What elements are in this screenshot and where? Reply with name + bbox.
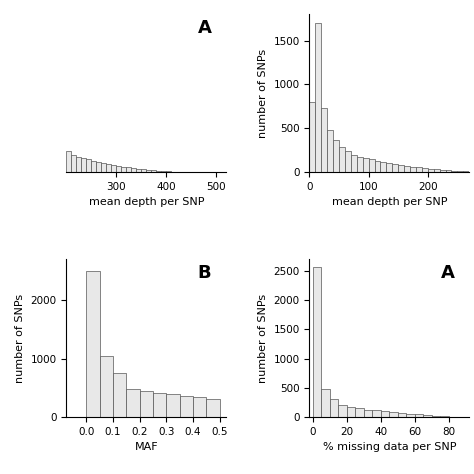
Bar — [137, 169, 141, 172]
Bar — [381, 162, 386, 172]
Bar — [113, 373, 126, 417]
Bar — [338, 404, 347, 417]
Bar — [452, 171, 457, 172]
Bar — [166, 394, 180, 417]
X-axis label: % missing data per SNP: % missing data per SNP — [323, 442, 456, 452]
Bar — [156, 171, 161, 172]
Bar — [161, 171, 166, 172]
Y-axis label: number of SNPs: number of SNPs — [258, 49, 268, 138]
Bar — [423, 415, 432, 417]
Bar — [140, 392, 153, 417]
Bar — [101, 163, 106, 172]
Bar — [333, 140, 339, 172]
Bar — [166, 171, 171, 172]
Bar — [364, 410, 372, 417]
Bar — [457, 171, 464, 172]
Bar — [82, 158, 86, 172]
Bar — [434, 169, 440, 172]
Bar — [76, 157, 82, 172]
Bar — [372, 410, 381, 417]
X-axis label: MAF: MAF — [135, 442, 158, 452]
Bar — [363, 158, 369, 172]
Bar — [428, 169, 434, 172]
Bar — [141, 169, 146, 172]
Bar — [321, 389, 330, 417]
Bar — [66, 151, 72, 172]
Bar — [389, 412, 398, 417]
Bar — [146, 170, 151, 172]
Bar — [193, 397, 206, 417]
Text: B: B — [198, 264, 211, 282]
Bar — [327, 130, 333, 172]
Bar — [356, 408, 364, 417]
Bar — [100, 356, 113, 417]
Bar — [404, 165, 410, 172]
Bar — [96, 162, 101, 172]
Bar — [106, 164, 111, 172]
Bar — [91, 161, 96, 172]
X-axis label: mean depth per SNP: mean depth per SNP — [332, 198, 447, 208]
Text: A: A — [198, 19, 211, 37]
Bar — [310, 102, 315, 172]
Bar — [357, 157, 363, 172]
Bar — [180, 396, 193, 417]
Bar — [330, 399, 338, 417]
Text: A: A — [440, 264, 455, 282]
Bar — [381, 411, 389, 417]
Bar — [116, 165, 121, 172]
Bar — [422, 168, 428, 172]
Bar — [440, 170, 446, 172]
Bar — [206, 399, 219, 417]
Bar — [339, 147, 345, 172]
Bar — [321, 108, 327, 172]
Bar — [392, 164, 398, 172]
Bar — [406, 414, 415, 417]
Bar — [398, 165, 404, 172]
Bar — [432, 416, 440, 417]
Bar — [131, 168, 137, 172]
Y-axis label: number of SNPs: number of SNPs — [15, 293, 25, 383]
Bar — [121, 166, 126, 172]
Bar — [86, 159, 91, 172]
Bar — [416, 167, 422, 172]
Bar — [345, 151, 351, 172]
Bar — [446, 170, 452, 172]
Bar — [86, 271, 100, 417]
Bar — [410, 166, 416, 172]
Bar — [315, 23, 321, 172]
Bar — [151, 170, 156, 172]
Bar — [415, 414, 423, 417]
Bar — [126, 167, 131, 172]
Bar — [153, 392, 166, 417]
Bar — [398, 413, 406, 417]
Bar — [386, 163, 392, 172]
Bar — [347, 407, 356, 417]
Bar — [440, 416, 449, 417]
Bar — [111, 165, 116, 172]
X-axis label: mean depth per SNP: mean depth per SNP — [89, 198, 204, 208]
Bar — [126, 389, 140, 417]
Bar — [464, 171, 469, 172]
Bar — [369, 159, 374, 172]
Bar — [351, 155, 357, 172]
Bar — [313, 267, 321, 417]
Y-axis label: number of SNPs: number of SNPs — [258, 293, 268, 383]
Bar — [374, 161, 381, 172]
Bar — [72, 155, 76, 172]
